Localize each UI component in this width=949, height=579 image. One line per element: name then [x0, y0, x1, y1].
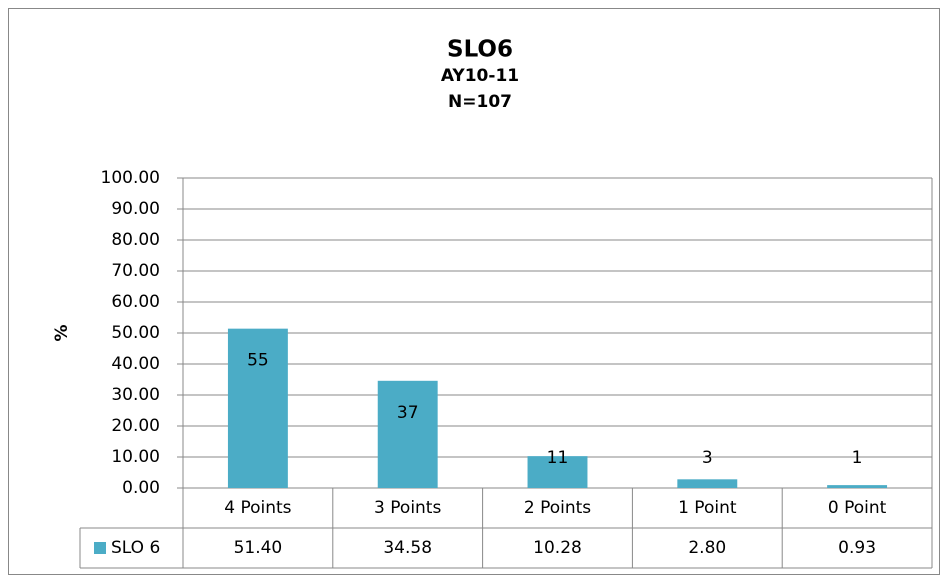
bar	[227, 328, 288, 488]
y-tick-label: 70.00	[111, 261, 160, 281]
data-label: 1	[852, 448, 863, 468]
bar	[377, 380, 438, 488]
table-value: 34.58	[383, 538, 432, 558]
y-tick-label: 0.00	[122, 478, 160, 498]
y-tick-label: 60.00	[111, 292, 160, 312]
chart-subtitle: N=107	[448, 92, 512, 112]
bar	[677, 479, 738, 488]
y-tick-label: 80.00	[111, 230, 160, 250]
chart-subtitle: AY10-11	[441, 66, 519, 86]
data-label: 11	[547, 448, 569, 468]
x-tick-label: 0 Point	[828, 498, 887, 518]
y-tick-label: 20.00	[111, 416, 160, 436]
y-tick-label: 100.00	[101, 168, 160, 188]
data-label: 55	[247, 351, 269, 371]
chart-frame	[8, 8, 940, 575]
y-tick-label: 40.00	[111, 354, 160, 374]
chart-title: SLO6	[447, 37, 513, 63]
y-tick-label: 10.00	[111, 447, 160, 467]
x-tick-label: 2 Points	[524, 498, 591, 518]
table-value: 2.80	[688, 538, 726, 558]
table-value: 0.93	[838, 538, 876, 558]
table-value: 51.40	[234, 538, 283, 558]
bar	[527, 456, 588, 488]
bar	[827, 485, 888, 488]
y-axis-label: %	[52, 324, 72, 341]
legend-swatch	[94, 542, 106, 554]
table-value: 10.28	[533, 538, 582, 558]
y-tick-label: 30.00	[111, 385, 160, 405]
data-label: 3	[702, 448, 713, 468]
data-label: 37	[397, 403, 419, 423]
legend-label: SLO 6	[111, 538, 160, 558]
x-tick-label: 4 Points	[224, 498, 291, 518]
y-tick-label: 50.00	[111, 323, 160, 343]
y-tick-label: 90.00	[111, 199, 160, 219]
x-tick-label: 1 Point	[678, 498, 737, 518]
x-tick-label: 3 Points	[374, 498, 441, 518]
